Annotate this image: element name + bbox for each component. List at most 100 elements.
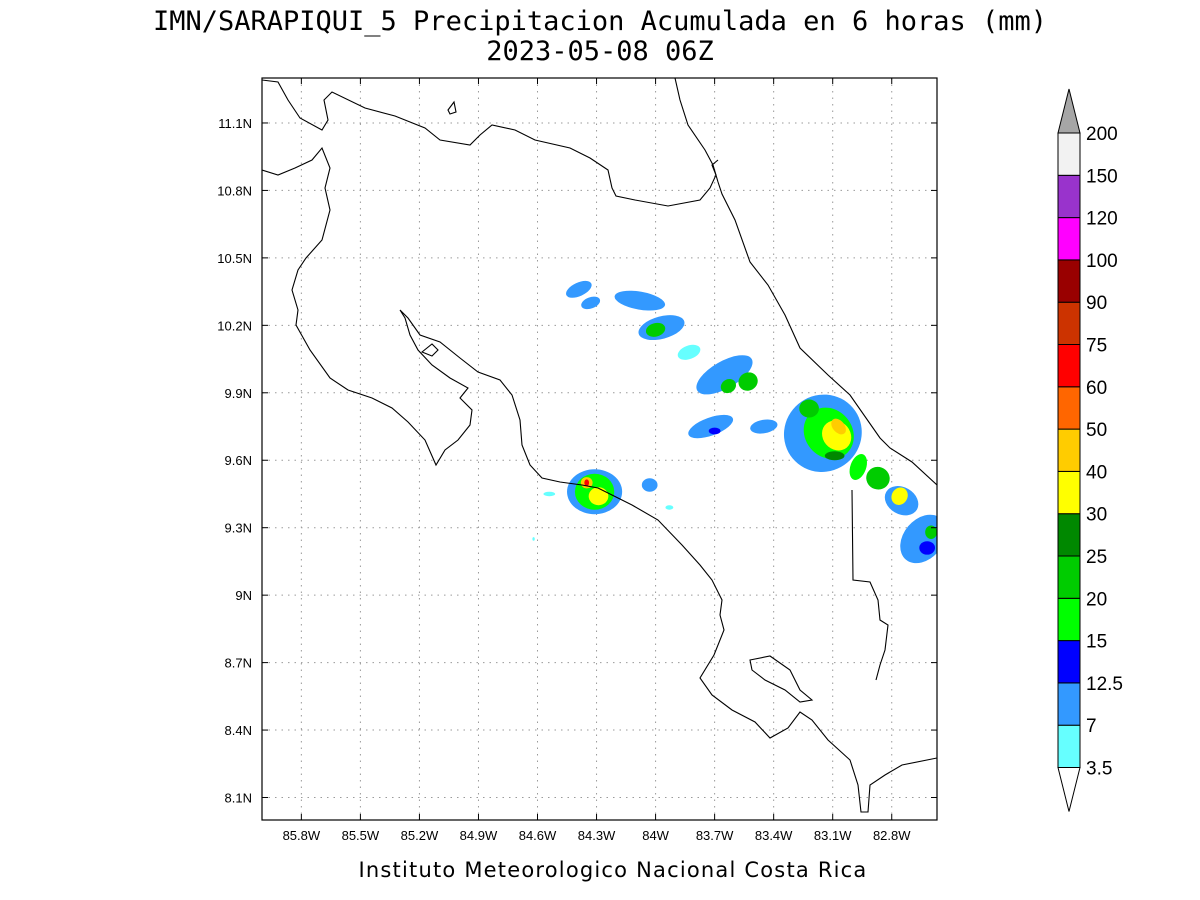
precip-cell — [543, 491, 556, 497]
lat-tick-label: 10.2N — [217, 318, 252, 333]
precip-cell — [925, 525, 937, 539]
precip-cell — [919, 541, 936, 555]
precip-cell — [581, 296, 601, 310]
lat-tick-label: 9.6N — [225, 453, 252, 468]
lat-tick-label: 8.7N — [225, 656, 252, 671]
lon-tick-label: 85.2W — [401, 828, 439, 843]
colorbar-swatch — [1057, 428, 1081, 472]
colorbar-level-label: 90 — [1086, 293, 1107, 314]
colorbar-level-label: 120 — [1086, 209, 1118, 230]
map-frame — [261, 77, 938, 821]
map-gridlines — [262, 78, 937, 820]
precip-cell — [891, 487, 908, 505]
map-axis-ticks — [262, 78, 937, 820]
lat-tick-label: 10.5N — [217, 251, 252, 266]
institution-footer: Instituto Meteorologico Nacional Costa R… — [359, 858, 868, 882]
gulf-islet — [420, 343, 439, 357]
lon-tick-label: 83.4W — [755, 828, 793, 843]
lon-tick-label: 84.9W — [460, 828, 498, 843]
colorbar-level-label: 50 — [1086, 420, 1107, 441]
lat-tick-label: 8.1N — [225, 791, 252, 806]
precip-cell — [831, 418, 846, 435]
colorbar-swatch — [1057, 640, 1081, 684]
lon-tick-label: 85.5W — [342, 828, 380, 843]
colorbar-swatch — [1057, 344, 1081, 388]
colorbar-swatch — [1057, 513, 1081, 557]
precip-cell — [799, 399, 819, 418]
colorbar-swatch — [1057, 259, 1081, 303]
precip-cell — [738, 372, 758, 391]
lon-tick-label: 84.3W — [578, 828, 616, 843]
colorbar-level-label: 7 — [1086, 716, 1097, 737]
lon-tick-label: 83.1W — [814, 828, 852, 843]
lon-tick-label: 82.8W — [873, 828, 911, 843]
nicoya-peninsula-coast — [262, 146, 937, 813]
precip-cell — [708, 427, 721, 435]
precip-cell — [720, 378, 737, 394]
precip-cell — [824, 451, 845, 461]
lon-tick-label: 84.6W — [519, 828, 557, 843]
precip-cell — [614, 290, 666, 311]
colorbar-swatch — [1057, 555, 1081, 599]
map-panel: 85.8W 85.5W 85.2W 84.9W 84.6W 84.3W 84W 83.7W 83… — [217, 77, 938, 843]
precip-cell — [750, 419, 778, 434]
colorbar-level-label: 25 — [1086, 547, 1107, 568]
coastline-borders — [262, 78, 937, 813]
lat-tick-label: 8.4N — [225, 723, 252, 738]
colorbar-level-label: 100 — [1086, 251, 1118, 272]
lon-tick-label: 84W — [642, 828, 669, 843]
colorbar-level-label: 60 — [1086, 378, 1107, 399]
precip-cell — [566, 280, 592, 298]
precip-cell — [665, 505, 674, 510]
precip-cell — [532, 537, 535, 541]
map-subtitle-datetime: 2023-05-08 06Z — [486, 36, 714, 67]
map-title: IMN/SARAPIQUI_5 Precipitacion Acumulada … — [153, 6, 1047, 37]
colorbar-swatch — [1057, 217, 1081, 261]
colorbar-swatch — [1057, 386, 1081, 430]
colorbar-upper-arrow — [1057, 88, 1081, 134]
lat-tick-label: 9.9N — [225, 386, 252, 401]
panama-border — [851, 489, 889, 681]
precip-cell — [677, 344, 701, 360]
colorbar-swatch — [1057, 470, 1081, 515]
colorbar-level-label: 75 — [1086, 336, 1107, 357]
precipitation-colorbar: 3.5 7 12.5 15 20 25 30 40 50 60 75 90 100 120 150 200 — [1057, 88, 1123, 812]
lon-tick-label: 83.7W — [696, 828, 734, 843]
colorbar-level-label: 150 — [1086, 166, 1118, 187]
colorbar-lower-arrow — [1057, 767, 1081, 812]
lon-tick-label: 85.8W — [283, 828, 321, 843]
precip-cell — [688, 414, 734, 439]
colorbar-level-label: 40 — [1086, 462, 1107, 483]
precipitation-field — [532, 280, 937, 564]
colorbar-level-label: 12.5 — [1086, 674, 1123, 695]
colorbar-swatch — [1057, 724, 1081, 769]
colorbar-swatch — [1057, 132, 1081, 176]
colorbar-level-label: 30 — [1086, 505, 1107, 526]
precip-cell — [696, 355, 753, 395]
pacific-coast-north — [262, 79, 719, 207]
precip-cell — [641, 478, 658, 492]
colorbar-swatch — [1057, 597, 1081, 642]
lat-tick-label: 9.3N — [225, 521, 252, 536]
precip-cell — [900, 514, 937, 564]
osa-peninsula — [749, 655, 814, 703]
colorbar-level-label: 20 — [1086, 589, 1107, 610]
colorbar-swatch — [1057, 682, 1081, 726]
lat-tick-label: 10.8N — [217, 183, 252, 198]
map-axis-tick-labels: 85.8W 85.5W 85.2W 84.9W 84.6W 84.3W 84W 83.7W 83… — [217, 116, 911, 843]
colorbar-level-label: 3.5 — [1086, 759, 1112, 780]
lat-tick-label: 9N — [235, 588, 252, 603]
colorbar-level-label: 200 — [1086, 124, 1118, 145]
colorbar-swatch — [1057, 301, 1081, 346]
colorbar-swatch — [1057, 174, 1081, 219]
lat-tick-label: 11.1N — [218, 116, 252, 131]
precip-cell — [588, 487, 609, 506]
precip-cell — [584, 479, 590, 487]
precip-cell — [866, 466, 890, 490]
precip-cell — [849, 454, 868, 480]
precip-cell — [645, 322, 666, 337]
lake-nicaragua-islet — [447, 100, 457, 115]
colorbar-level-label: 15 — [1086, 632, 1107, 653]
caribbean-coast — [674, 78, 937, 486]
